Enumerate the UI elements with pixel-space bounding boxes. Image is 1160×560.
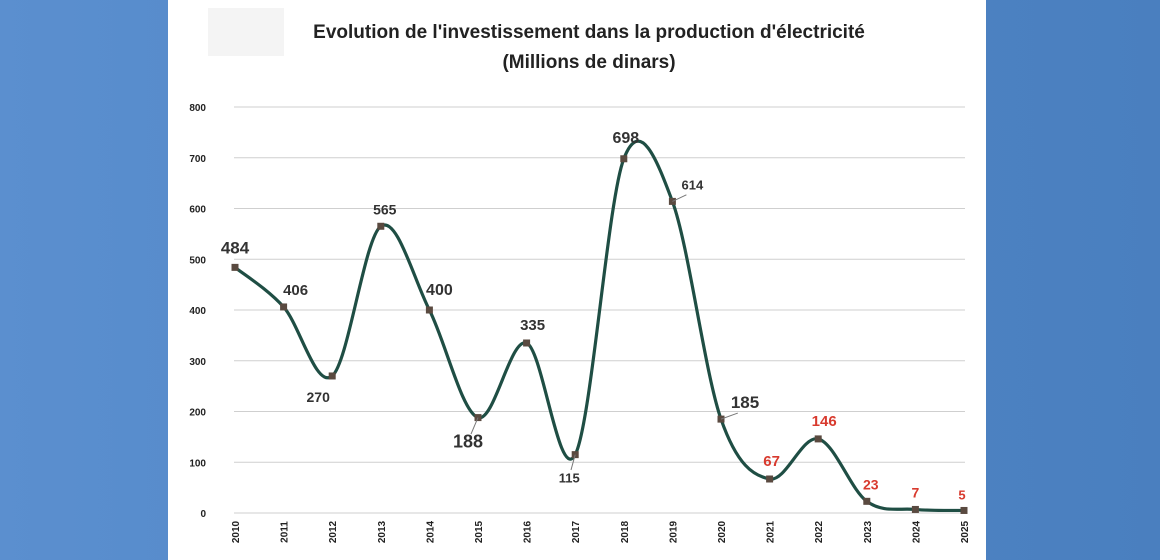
data-label: 67 [763,453,780,470]
label-leader-line [470,417,479,435]
chart-title: Evolution de l'investissement dans la pr… [313,22,865,43]
y-tick-label: 400 [189,306,206,317]
data-label: 484 [221,238,250,257]
data-label: 146 [812,413,837,430]
series-line [233,139,965,513]
data-label: 115 [559,471,580,486]
data-labels: 484 406 270 565 400 188 335 115 698 614 185 67 146 23… [221,130,966,503]
label-leader-line [720,412,738,420]
x-tick-label: 2015 [474,520,485,543]
x-tick-label: 2024 [911,520,922,543]
chart-subtitle: (Millions de dinars) [502,52,675,73]
x-tick-label: 2018 [620,520,631,543]
y-tick-label: 500 [189,255,206,266]
line-chart: Evolution de l'investissement dans la pr… [189,8,971,543]
x-tick-label: 2022 [814,520,825,543]
data-label: 185 [731,393,759,412]
label-leader-line [570,454,576,471]
data-point [814,435,822,443]
x-tick-label: 2011 [280,521,291,543]
x-tick-label: 2016 [523,520,534,543]
x-tick-label: 2019 [668,520,679,543]
data-label: 698 [612,130,639,147]
data-points [231,155,968,514]
x-tick-label: 2023 [863,520,874,543]
data-point [911,505,919,513]
data-label: 270 [307,389,331,405]
data-point [766,475,774,483]
data-label: 23 [863,476,879,492]
y-tick-label: 0 [200,509,206,520]
data-point [620,155,628,163]
y-tick-label: 100 [189,458,206,469]
y-tick-label: 800 [189,103,206,114]
chart-panel: Evolution de l'investissement dans la pr… [168,0,986,560]
x-tick-label: 2021 [766,520,777,543]
x-axis-ticks: 2010 2011 2012 2013 2014 2015 2016 2017 2018 2019… [231,520,971,543]
data-label: 5 [958,487,965,502]
data-point [425,306,433,314]
data-label: 406 [283,282,308,299]
label-leader-line [672,194,687,202]
y-tick-label: 700 [189,154,206,165]
title-badge-area [208,8,284,56]
y-tick-label: 600 [189,205,206,216]
data-point [863,497,871,505]
data-label: 188 [453,432,483,452]
x-tick-label: 2025 [960,520,971,543]
data-point [960,506,968,514]
x-tick-label: 2020 [717,520,728,543]
x-tick-label: 2013 [377,520,388,543]
data-point [523,339,531,347]
y-tick-label: 300 [189,357,206,368]
y-tick-label: 200 [189,408,206,419]
data-label: 7 [912,484,920,500]
data-point [280,303,288,311]
x-tick-label: 2017 [571,520,582,543]
x-tick-label: 2012 [328,520,339,543]
data-label: 614 [682,177,704,192]
data-label: 400 [426,282,453,299]
data-point [231,263,239,271]
y-axis-ticks: 0 100 200 300 400 500 600 700 800 [189,103,206,520]
x-tick-label: 2010 [231,520,242,543]
data-point [328,372,336,380]
data-point [377,222,385,230]
data-label: 335 [520,317,545,334]
data-label: 565 [373,201,397,217]
x-tick-label: 2014 [425,520,436,543]
